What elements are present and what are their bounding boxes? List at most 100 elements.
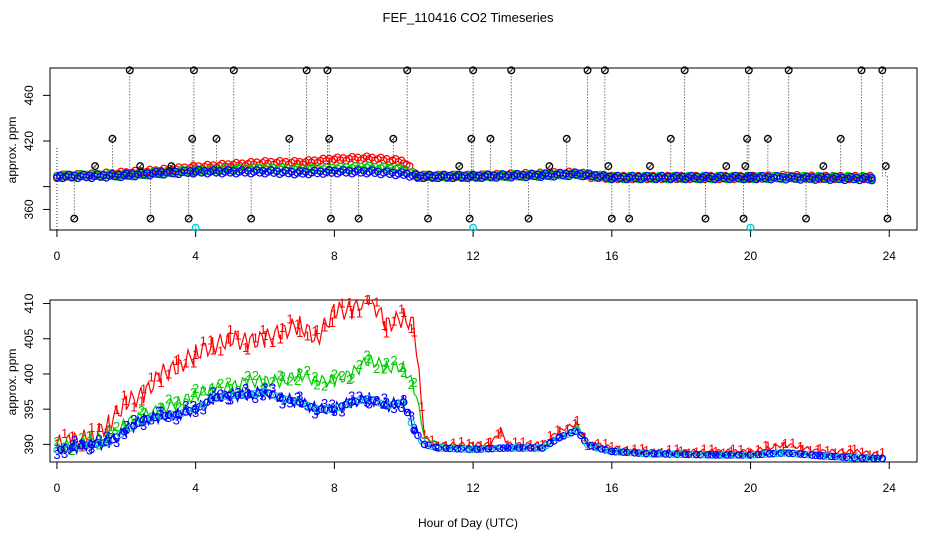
spike-point — [465, 214, 474, 223]
spike-point — [784, 66, 793, 75]
series-1-label: 1 — [182, 356, 189, 371]
series-1-label: 1 — [408, 321, 415, 336]
series-3-point — [461, 445, 469, 453]
series-3-label: 3 — [296, 389, 303, 404]
series-3-point — [534, 444, 543, 452]
series-3-label: 3 — [182, 398, 189, 413]
outlier-point — [191, 223, 200, 232]
series-2-label: 2 — [130, 412, 137, 427]
series-1-label: 1 — [96, 420, 103, 435]
spike-point — [146, 214, 155, 223]
outlier-point — [469, 223, 478, 232]
x-tick-label: 24 — [883, 481, 897, 495]
series-2-label: 2 — [105, 424, 112, 439]
spike-point-slash — [110, 136, 115, 142]
series-1-label: 1 — [321, 319, 328, 334]
series-2-label: 2 — [53, 434, 60, 449]
series-3-point — [338, 402, 346, 410]
spike-point — [857, 66, 866, 75]
series-3-point — [862, 454, 870, 462]
series-1-label: 1 — [155, 369, 162, 384]
series-2-label: 2 — [200, 384, 207, 399]
series-1-label: 1 — [207, 332, 214, 347]
series-3-point — [399, 398, 408, 406]
series-3-point — [122, 426, 131, 435]
series-2-label: 2 — [227, 381, 234, 396]
series-3-point — [792, 449, 801, 458]
series-1-label: 1 — [814, 442, 821, 457]
series-3-point — [555, 433, 564, 442]
series-3-point — [130, 421, 138, 430]
series-1-label: 1 — [105, 422, 112, 437]
spike-point — [701, 214, 710, 223]
series-2-label: 2 — [346, 372, 353, 387]
spike-point — [646, 162, 654, 171]
spike-point-slash — [508, 67, 514, 73]
series-2-label: 2 — [338, 368, 345, 383]
spike-point — [354, 214, 363, 223]
series-2-label: 2 — [269, 374, 276, 389]
spike-point-slash — [169, 163, 174, 169]
spike-point-slash — [585, 67, 590, 73]
series-3-point — [827, 452, 836, 461]
series-3-point — [758, 450, 766, 459]
spike-point — [507, 66, 516, 75]
series-3-point — [742, 451, 751, 459]
series-3-point — [746, 451, 755, 459]
series-3-label: 3 — [277, 390, 284, 405]
spike-point — [184, 214, 193, 223]
spike-point — [604, 162, 613, 171]
series-1-label: 1 — [535, 439, 542, 454]
series-3-point — [480, 445, 489, 453]
series-1-label: 1 — [574, 413, 581, 428]
spike-point — [625, 214, 634, 223]
x-tick-label: 8 — [331, 481, 338, 495]
series-1-label: 1 — [296, 325, 303, 340]
spike-point — [744, 66, 753, 75]
series-3-point — [386, 401, 395, 409]
series-1-label: 1 — [390, 314, 397, 329]
series-1-label: 1 — [421, 427, 428, 442]
series-1-label: 1 — [458, 434, 465, 449]
series-3-point — [838, 453, 847, 461]
series-3-point — [87, 440, 96, 449]
spike-point — [212, 134, 221, 143]
series-1-label: 1 — [519, 434, 526, 449]
series-1-label: 1 — [148, 369, 155, 384]
series-3-label: 3 — [321, 396, 328, 411]
series-3-label: 3 — [148, 412, 155, 427]
series-3-point — [56, 445, 65, 454]
spike-point-slash — [609, 216, 615, 221]
series-2-label: 2 — [313, 378, 320, 393]
y-tick-label: 460 — [22, 85, 36, 105]
series-3-point — [665, 450, 674, 458]
series-1-label: 1 — [190, 356, 197, 371]
series-3-point — [867, 173, 876, 182]
series-1-label: 1 — [138, 393, 145, 408]
series-3-label: 3 — [225, 392, 232, 407]
spike-point-slash — [682, 67, 687, 73]
series-3-point — [182, 408, 190, 416]
series-3-point — [623, 448, 631, 457]
spike-point-slash — [328, 216, 334, 221]
series-3-point — [597, 445, 606, 453]
spike-point-slash — [71, 216, 77, 221]
series-3-point — [673, 450, 681, 458]
spike-point — [741, 162, 750, 171]
series-3-point — [511, 444, 520, 452]
series-3-point — [823, 452, 832, 460]
series-3-label: 3 — [86, 442, 93, 457]
series-3-point — [781, 449, 790, 457]
series-3-point — [734, 451, 743, 459]
series-1-label: 1 — [244, 342, 251, 357]
series-3-point — [587, 441, 596, 450]
spike-point — [600, 66, 609, 75]
series-3-point — [403, 408, 412, 417]
series-3-point — [157, 412, 165, 421]
spike-point-slash — [744, 136, 750, 142]
spike-point — [763, 134, 772, 143]
series-2-label: 2 — [175, 400, 182, 415]
series-3-point — [526, 444, 535, 452]
spike-point — [666, 134, 675, 143]
series-1-label: 1 — [556, 423, 563, 438]
